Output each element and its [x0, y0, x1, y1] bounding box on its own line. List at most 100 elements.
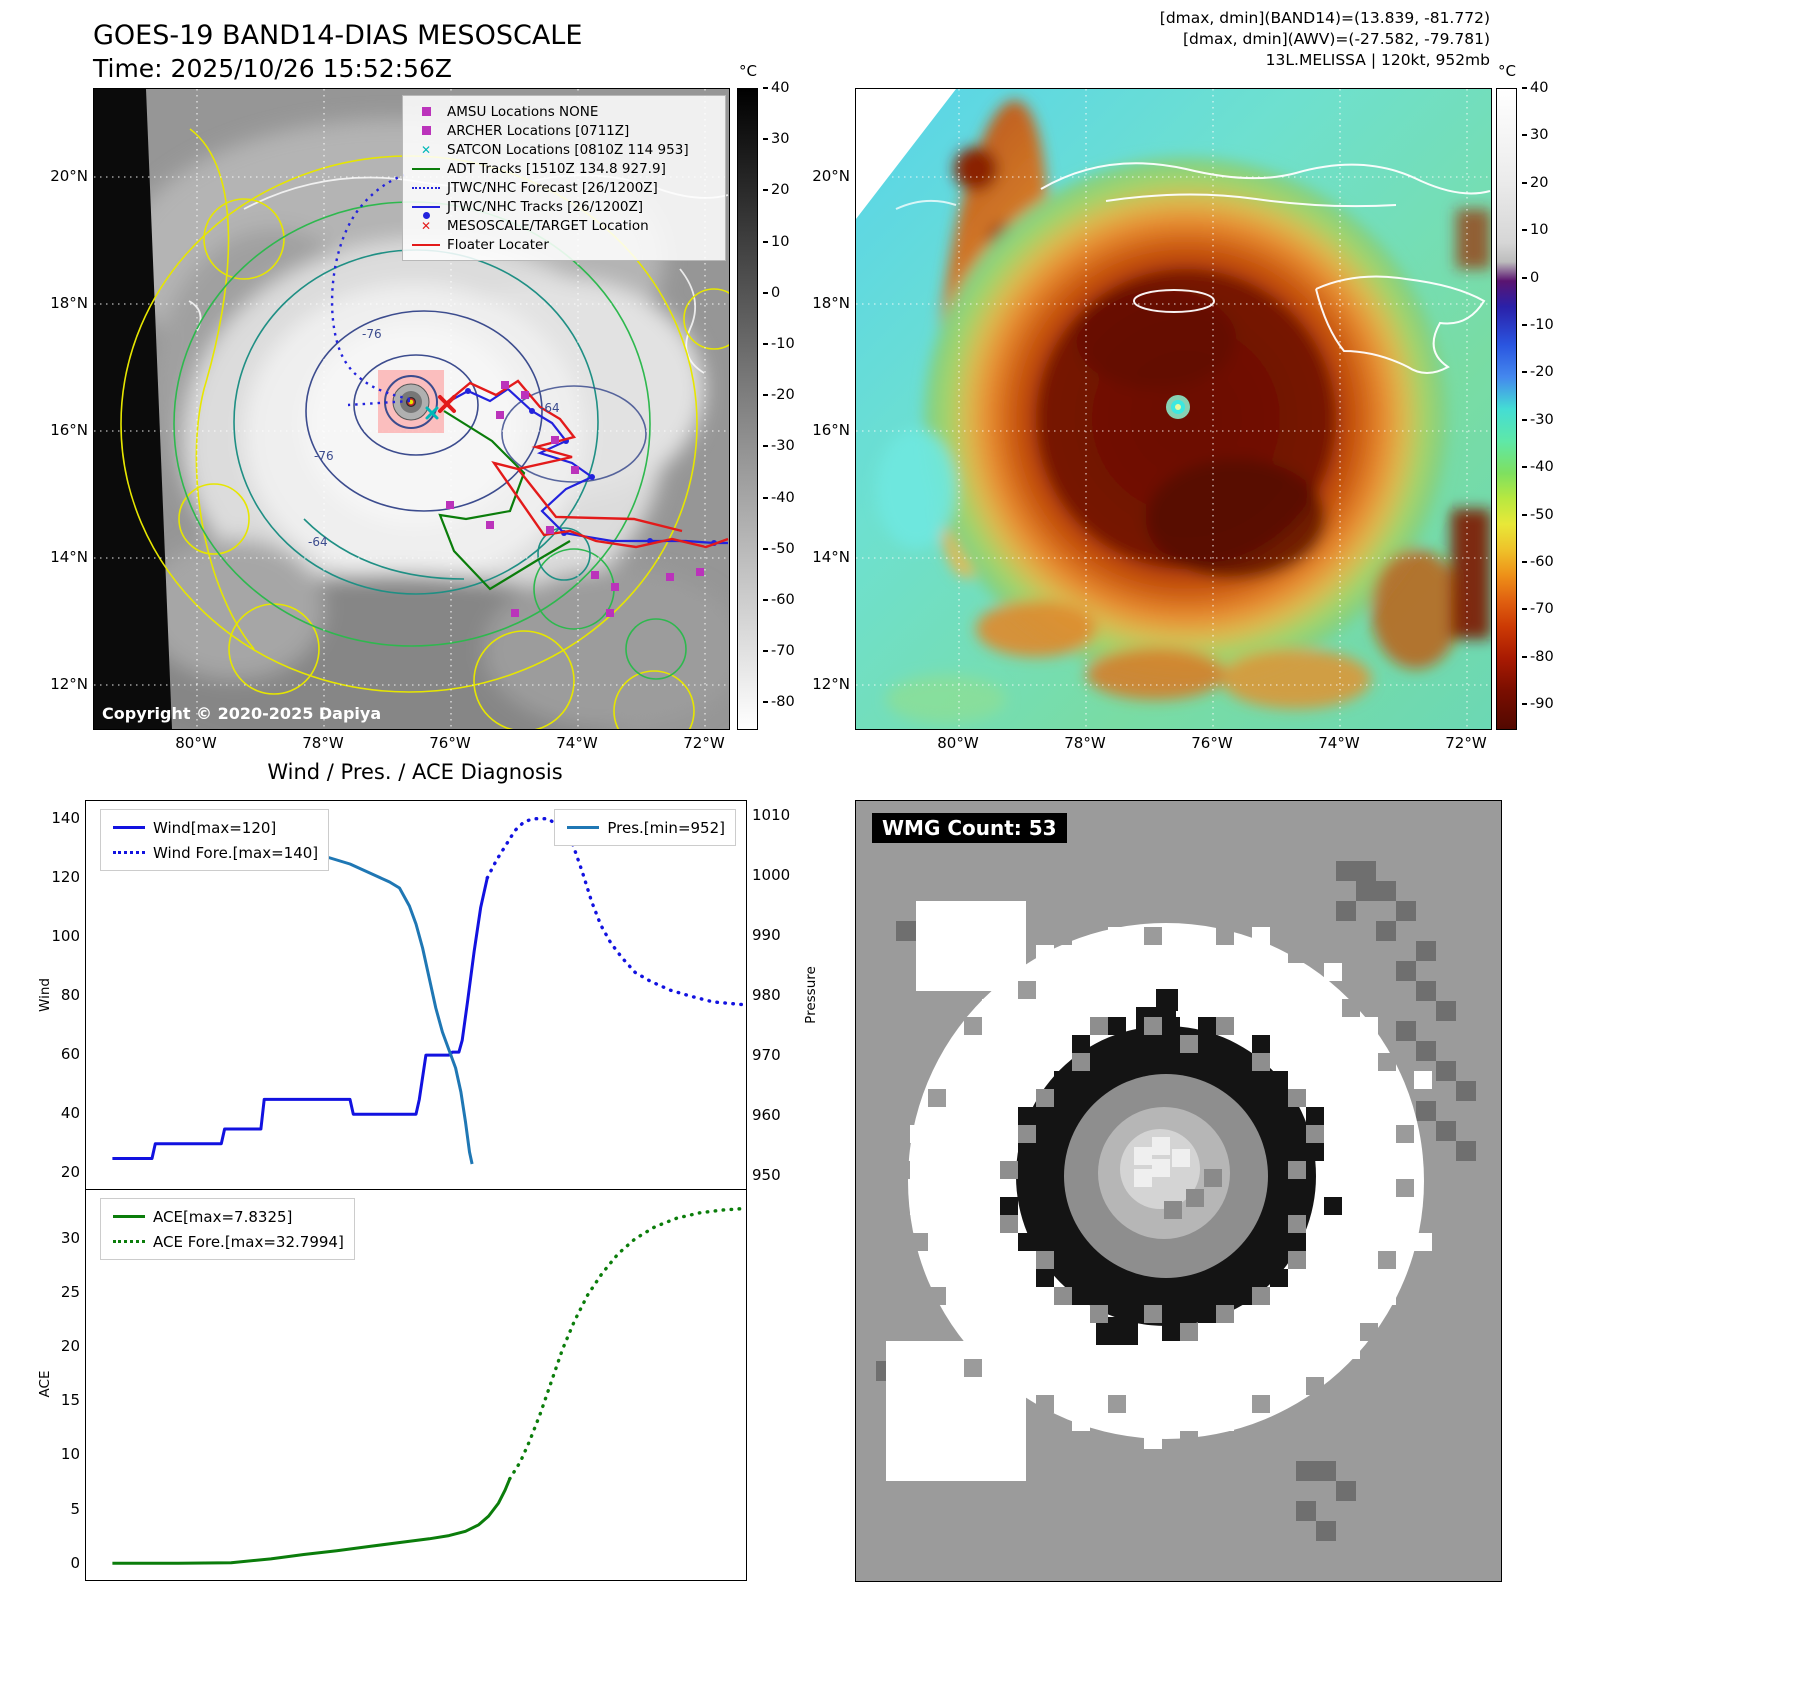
legend-label: ARCHER Locations [0711Z]: [447, 122, 630, 139]
lon-tick-label: 72°W: [1445, 734, 1487, 752]
ace-chart: ACE[max=7.8325] ACE Fore.[max=32.7994]: [85, 1189, 747, 1581]
pressure-axis-ticks: 1010 1000 990 980 970 960 950: [752, 800, 798, 1190]
colorbar-tick-label: 30: [763, 130, 789, 148]
y-tick-label: 40: [60, 1104, 80, 1123]
colorbar-tick-label: -50: [1522, 506, 1554, 524]
y-tick-label: 0: [70, 1553, 80, 1572]
wmg-pixel: [1252, 1053, 1270, 1071]
band14-title: GOES-19 BAND14-DIAS MESOSCALE: [93, 20, 583, 51]
wmg-pixel: [1036, 1269, 1054, 1287]
colorbar-tick-label: 40: [763, 79, 789, 97]
colorbar-tick-label: 40: [1522, 79, 1548, 97]
wmg-pixel: [1288, 945, 1306, 963]
colorbar-tick-label: -70: [763, 642, 795, 660]
wmg-pixel: [1252, 927, 1270, 945]
lat-tick-label: 20°N: [50, 167, 88, 185]
wmg-pixel: [1036, 1251, 1054, 1269]
wmg-pixel: [910, 1125, 928, 1143]
wmg-pixel: [1252, 1035, 1270, 1053]
y-tick-label: 30: [60, 1228, 80, 1247]
wmg-pixel: [1306, 1125, 1324, 1143]
wmg-pixel: [1288, 1251, 1306, 1269]
y-tick-label: 100: [51, 926, 80, 945]
legend-label: MESOSCALE/TARGET Location: [447, 217, 649, 234]
colorbar-tick-label: -20: [763, 386, 795, 404]
wmg-pixel: [1144, 1305, 1162, 1323]
band14-lat-axis: 20°N 18°N 16°N 14°N 12°N: [40, 88, 88, 728]
wmg-pixel: [1396, 1125, 1414, 1143]
y-tick-label: 25: [60, 1282, 80, 1301]
storm-eye: [384, 375, 438, 429]
legend-item: ADT Tracks [1510Z 134.8 927.9]: [411, 159, 717, 178]
wmg-pixel: [1054, 927, 1072, 945]
wmg-pixel: [1000, 1197, 1018, 1215]
wmg-pixel: [1306, 1107, 1324, 1125]
y-tick-label: 5: [70, 1499, 80, 1518]
wmg-pixel: [1000, 1377, 1018, 1395]
lat-tick-label: 18°N: [812, 293, 850, 312]
wmg-pixel: [1108, 1395, 1126, 1413]
colorbar-tick-label: -10: [763, 335, 795, 353]
lat-tick-label: 16°N: [50, 421, 88, 440]
wmg-pixel: [928, 1251, 946, 1269]
legend-item: ✕ MESOSCALE/TARGET Location: [411, 216, 717, 235]
colorbar-tick-label: 0: [763, 284, 780, 302]
jtwc-track: [445, 387, 728, 545]
wmg-pixel: [1396, 1179, 1414, 1197]
wmg-pixel: [1162, 1017, 1180, 1035]
colorbar-tick-label: -80: [1522, 648, 1554, 666]
wmg-pixel: [1270, 1071, 1288, 1089]
band14-colorbar: [737, 88, 758, 730]
lon-tick-label: 74°W: [556, 734, 598, 752]
y-tick-label: 990: [752, 926, 781, 944]
wmg-pixel: [910, 1233, 928, 1251]
mesoscale-target-x-icon: [438, 395, 456, 413]
wmg-pixel: [1234, 1287, 1252, 1305]
wmg-pixel: [1288, 1089, 1306, 1107]
wmg-pixel: [982, 999, 1000, 1017]
wmg-pixel: [1180, 1035, 1198, 1053]
y-tick-label: 20: [60, 1163, 80, 1182]
wmg-pixel: [964, 1359, 982, 1377]
colorbar-tick-label: -30: [763, 437, 795, 455]
y-tick-label: 980: [752, 986, 781, 1004]
wmg-pixel: [1180, 927, 1198, 945]
ace-chart-legend: ACE[max=7.8325] ACE Fore.[max=32.7994]: [100, 1198, 355, 1260]
wmg-pixel: [1288, 1215, 1306, 1233]
colorbar-tick-label: -80: [763, 693, 795, 711]
colorbar-tick-label: -70: [1522, 600, 1554, 618]
line-marker-icon: [565, 826, 601, 829]
wind-axis-ticks: 140 120 100 80 60 40 20: [34, 800, 80, 1190]
wmg-pixel: [910, 1197, 928, 1215]
series-line: [508, 1206, 746, 1481]
series-line: [112, 877, 489, 1160]
awv-header-line3: 13L.MELISSA | 120kt, 952mb: [1265, 51, 1490, 69]
legend-label: ADT Tracks [1510Z 134.8 927.9]: [447, 160, 666, 177]
wind-pressure-chart: Wind[max=120] Wind Fore.[max=140] Pres.[m…: [85, 800, 747, 1192]
wmg-pixel: [1036, 945, 1054, 963]
band14-colorbar-ticks: 40 30 20 10 0 -10 -20 -30 -40 -50 -60 -70 -80: [763, 80, 809, 728]
wmg-pixel: [1342, 1341, 1360, 1359]
y-tick-label: 120: [51, 867, 80, 886]
y-tick-label: 960: [752, 1106, 781, 1124]
colorbar-tick-label: -10: [1522, 316, 1554, 334]
wmg-pixel: [1000, 1161, 1018, 1179]
dotted-marker-icon: [111, 1240, 147, 1243]
wmg-image: [856, 801, 1501, 1581]
wmg-pixel: [1144, 1431, 1162, 1449]
wmg-pixel: [1090, 1017, 1108, 1035]
wmg-pixelation: [892, 927, 1432, 1449]
lon-tick-label: 76°W: [1191, 734, 1233, 752]
wmg-pixel: [1216, 1017, 1234, 1035]
band14-map-legend: AMSU Locations NONE ARCHER Locations [071…: [402, 95, 726, 261]
wmg-pixel: [1324, 963, 1342, 981]
adt-track: [438, 410, 571, 591]
wmg-dark-patches: [876, 861, 1476, 1541]
ace-axis-label: ACE: [37, 1370, 53, 1398]
lat-tick-label: 16°N: [812, 421, 850, 440]
awv-header-line1: [dmax, dmin](BAND14)=(13.839, -81.772): [1159, 9, 1490, 27]
wmg-pixel: [1216, 1413, 1234, 1431]
swath-corner: [856, 89, 956, 219]
colorbar-tick-label: -30: [1522, 411, 1554, 429]
wmg-pixel: [1036, 1089, 1054, 1107]
